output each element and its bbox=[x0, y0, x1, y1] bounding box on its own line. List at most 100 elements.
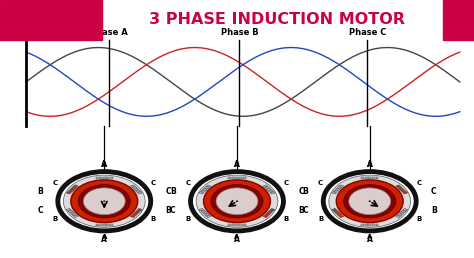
Bar bbox=[443, 0, 474, 40]
Text: Phase B: Phase B bbox=[220, 28, 258, 37]
Ellipse shape bbox=[329, 175, 410, 227]
Text: C: C bbox=[53, 180, 58, 186]
Polygon shape bbox=[73, 215, 78, 217]
Ellipse shape bbox=[196, 175, 278, 227]
Polygon shape bbox=[204, 187, 209, 189]
Polygon shape bbox=[103, 176, 106, 179]
Polygon shape bbox=[335, 212, 340, 214]
Polygon shape bbox=[96, 224, 99, 226]
Text: B: B bbox=[170, 187, 176, 196]
Polygon shape bbox=[332, 208, 337, 211]
Polygon shape bbox=[232, 224, 235, 226]
Polygon shape bbox=[228, 224, 231, 226]
Polygon shape bbox=[99, 176, 102, 179]
Polygon shape bbox=[396, 215, 401, 217]
Polygon shape bbox=[70, 188, 75, 191]
Polygon shape bbox=[361, 224, 364, 226]
Text: C: C bbox=[185, 180, 191, 186]
Polygon shape bbox=[137, 208, 142, 211]
Text: A: A bbox=[234, 235, 240, 244]
Polygon shape bbox=[132, 187, 137, 189]
Text: C: C bbox=[37, 206, 43, 215]
Polygon shape bbox=[202, 212, 208, 214]
Polygon shape bbox=[337, 214, 342, 216]
Polygon shape bbox=[398, 214, 402, 216]
Ellipse shape bbox=[323, 172, 416, 231]
Polygon shape bbox=[263, 215, 268, 217]
Polygon shape bbox=[375, 224, 378, 226]
Text: A: A bbox=[234, 162, 240, 168]
Polygon shape bbox=[401, 190, 406, 192]
Polygon shape bbox=[199, 208, 204, 211]
Text: A: A bbox=[367, 162, 373, 168]
Polygon shape bbox=[66, 192, 71, 194]
Polygon shape bbox=[243, 176, 246, 179]
Polygon shape bbox=[239, 224, 242, 226]
Text: A: A bbox=[101, 235, 107, 244]
Text: B: B bbox=[431, 206, 437, 215]
Polygon shape bbox=[339, 185, 344, 187]
Text: C: C bbox=[298, 187, 304, 196]
Polygon shape bbox=[396, 185, 401, 187]
Text: C: C bbox=[431, 187, 437, 196]
Polygon shape bbox=[243, 224, 246, 226]
Polygon shape bbox=[201, 210, 206, 213]
Polygon shape bbox=[268, 190, 273, 192]
Polygon shape bbox=[372, 176, 375, 179]
Polygon shape bbox=[110, 224, 113, 226]
Polygon shape bbox=[73, 185, 78, 187]
Polygon shape bbox=[206, 185, 211, 187]
Polygon shape bbox=[403, 208, 408, 211]
Text: Phase A: Phase A bbox=[90, 28, 128, 37]
Ellipse shape bbox=[216, 188, 258, 215]
Polygon shape bbox=[266, 212, 272, 214]
Text: 3 PHASE INDUCTION MOTOR: 3 PHASE INDUCTION MOTOR bbox=[149, 12, 405, 28]
Polygon shape bbox=[232, 176, 235, 179]
Text: A: A bbox=[367, 235, 373, 244]
Text: B: B bbox=[37, 187, 43, 196]
Polygon shape bbox=[199, 192, 204, 194]
Bar bbox=[0, 0, 102, 40]
Polygon shape bbox=[72, 187, 76, 189]
Polygon shape bbox=[130, 185, 135, 187]
Polygon shape bbox=[130, 215, 135, 217]
Polygon shape bbox=[372, 224, 375, 226]
Polygon shape bbox=[339, 215, 344, 217]
Polygon shape bbox=[263, 185, 268, 187]
Polygon shape bbox=[332, 192, 337, 194]
Polygon shape bbox=[365, 224, 367, 226]
Text: C: C bbox=[170, 206, 176, 215]
Polygon shape bbox=[399, 188, 404, 191]
Text: B: B bbox=[298, 206, 304, 215]
Text: C: C bbox=[151, 180, 156, 186]
Text: B: B bbox=[53, 216, 58, 222]
Ellipse shape bbox=[103, 200, 105, 202]
Polygon shape bbox=[403, 192, 408, 194]
Text: A: A bbox=[367, 160, 373, 169]
Text: C: C bbox=[283, 180, 289, 186]
Text: B: B bbox=[318, 216, 323, 222]
Ellipse shape bbox=[344, 185, 396, 218]
Text: A: A bbox=[234, 235, 240, 240]
Polygon shape bbox=[110, 176, 113, 179]
Polygon shape bbox=[107, 224, 109, 226]
Text: A: A bbox=[101, 162, 107, 168]
Polygon shape bbox=[368, 224, 371, 226]
Polygon shape bbox=[206, 215, 211, 217]
Ellipse shape bbox=[78, 185, 130, 218]
Polygon shape bbox=[103, 224, 106, 226]
Ellipse shape bbox=[336, 180, 403, 223]
Polygon shape bbox=[134, 212, 139, 214]
Text: A: A bbox=[367, 235, 373, 240]
Text: A: A bbox=[234, 160, 240, 169]
Ellipse shape bbox=[71, 180, 138, 223]
Polygon shape bbox=[66, 208, 71, 211]
Polygon shape bbox=[270, 192, 275, 194]
Text: B: B bbox=[416, 216, 421, 222]
Polygon shape bbox=[334, 190, 338, 192]
Text: C: C bbox=[416, 180, 421, 186]
Polygon shape bbox=[266, 188, 272, 191]
Polygon shape bbox=[361, 176, 364, 179]
Polygon shape bbox=[399, 212, 404, 214]
Text: C: C bbox=[318, 180, 323, 186]
